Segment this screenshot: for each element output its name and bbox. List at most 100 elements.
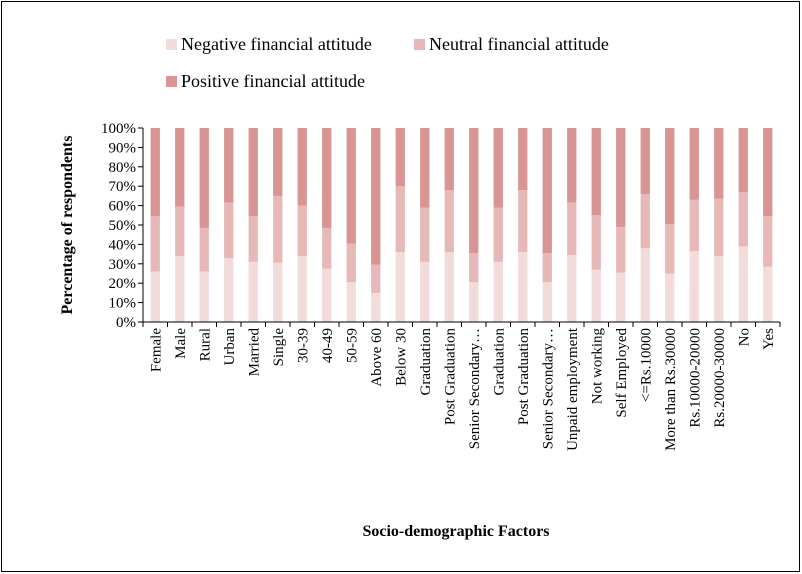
x-tick-label: Not working <box>589 328 605 405</box>
x-tick-label: Above 60 <box>369 328 385 387</box>
y-tick-label: 20% <box>109 276 137 292</box>
bar-segment <box>150 216 160 272</box>
bar-segment <box>346 243 356 283</box>
x-tick-label: Urban <box>222 328 238 366</box>
x-tick-label: Unpaid employment <box>565 327 581 451</box>
bar-segment <box>248 261 258 322</box>
bar-segment <box>371 292 381 322</box>
y-tick-label: 10% <box>109 296 137 312</box>
bar-segment <box>640 248 650 322</box>
bar-segment <box>175 206 185 257</box>
x-tick-label: Self Employed <box>614 328 630 418</box>
x-tick-label: Post Graduation <box>442 328 458 426</box>
legend-swatch <box>166 76 177 87</box>
bars <box>150 128 773 322</box>
x-tick-label: More than Rs.30000 <box>663 328 679 451</box>
bar-segment <box>665 273 675 322</box>
bar-segment <box>616 128 626 227</box>
bar-segment <box>616 272 626 322</box>
bar-segment <box>346 128 356 244</box>
bar-segment <box>273 128 283 196</box>
x-tick-label: Graduation <box>418 328 434 396</box>
bar-segment <box>371 128 381 265</box>
bar-segment <box>640 128 650 194</box>
legend-label: Neutral financial attitude <box>429 34 609 54</box>
bar-segment <box>297 205 307 257</box>
bar-segment <box>567 202 577 256</box>
y-tick-label: 30% <box>109 257 137 273</box>
bar-segment <box>542 282 552 322</box>
x-tick-label: Female <box>148 328 164 372</box>
legend: Negative financial attitude Neutral finan… <box>166 34 609 91</box>
bar-segment <box>567 128 577 203</box>
bar-segment <box>297 256 307 322</box>
bar-segment <box>224 257 234 322</box>
bar-segment <box>640 193 650 249</box>
x-tick-label: Male <box>173 328 189 359</box>
x-tick-label: Rs.20000-30000 <box>712 328 728 428</box>
bar-segment <box>297 128 307 206</box>
bar-segment <box>273 195 283 263</box>
bar-segment <box>689 128 699 200</box>
bar-segment <box>714 198 724 257</box>
bar-segment <box>371 264 381 293</box>
legend-swatch <box>166 39 177 50</box>
bar-segment <box>199 271 209 322</box>
bar-segment <box>224 202 234 258</box>
x-tick-label: Below 30 <box>393 328 409 386</box>
x-tick-label: Rural <box>197 328 213 361</box>
y-axis-title: Percentage of respondents <box>59 136 76 315</box>
bar-segment <box>248 128 258 217</box>
bar-segment <box>273 262 283 322</box>
x-tick-label: Senior Secondary… <box>467 328 483 449</box>
x-tick-labels: Female Male Rural Urban Married Single 30-39 40… <box>148 327 777 451</box>
x-tick-label: Rs.10000-20000 <box>687 328 703 428</box>
x-tick-label: Graduation <box>491 328 507 396</box>
legend-label: Negative financial attitude <box>181 34 372 54</box>
bar-segment <box>395 252 405 322</box>
legend-swatch <box>414 39 425 50</box>
bar-segment <box>616 226 626 273</box>
bar-segment <box>665 128 675 225</box>
bar-segment <box>199 227 209 272</box>
y-tick-label: 90% <box>109 140 137 156</box>
bar-segment <box>322 128 332 228</box>
x-axis-title: Socio-demographic Factors <box>362 523 549 540</box>
bar-segment <box>763 216 773 267</box>
y-tick-label: 40% <box>109 237 137 253</box>
bar-segment <box>420 261 430 322</box>
bar-segment <box>346 282 356 322</box>
bar-segment <box>738 246 748 322</box>
bar-segment <box>591 269 601 322</box>
bar-segment <box>518 190 528 253</box>
bar-segment <box>714 128 724 199</box>
bar-segment <box>444 190 454 253</box>
x-tick-label: 30-39 <box>295 328 311 363</box>
y-tick-label: 60% <box>109 199 137 215</box>
legend-label: Positive financial attitude <box>181 71 365 91</box>
y-tick-labels: 0% 10% 20% 30% 40% 50% 60% 70% 80% 90% 100% <box>101 121 136 331</box>
bar-segment <box>150 271 160 322</box>
bar-segment <box>444 128 454 191</box>
x-tick-label: Post Graduation <box>516 328 532 426</box>
bar-segment <box>322 268 332 322</box>
bar-segment <box>175 256 185 322</box>
x-tick-label: No <box>736 328 752 346</box>
bar-segment <box>714 256 724 322</box>
y-tick-label: 70% <box>109 179 137 195</box>
bar-segment <box>763 128 773 217</box>
bar-segment <box>493 128 503 208</box>
y-tick-label: 50% <box>109 218 137 234</box>
x-tick-label: 40-49 <box>320 328 336 363</box>
bar-segment <box>469 282 479 322</box>
bar-segment <box>518 128 528 191</box>
bar-segment <box>738 192 748 247</box>
y-tick-label: 100% <box>101 121 136 137</box>
bar-segment <box>469 128 479 254</box>
bar-segment <box>395 186 405 253</box>
bar-segment <box>689 251 699 322</box>
x-tick-label: Married <box>246 328 262 377</box>
x-tick-label: 50-59 <box>344 328 360 363</box>
